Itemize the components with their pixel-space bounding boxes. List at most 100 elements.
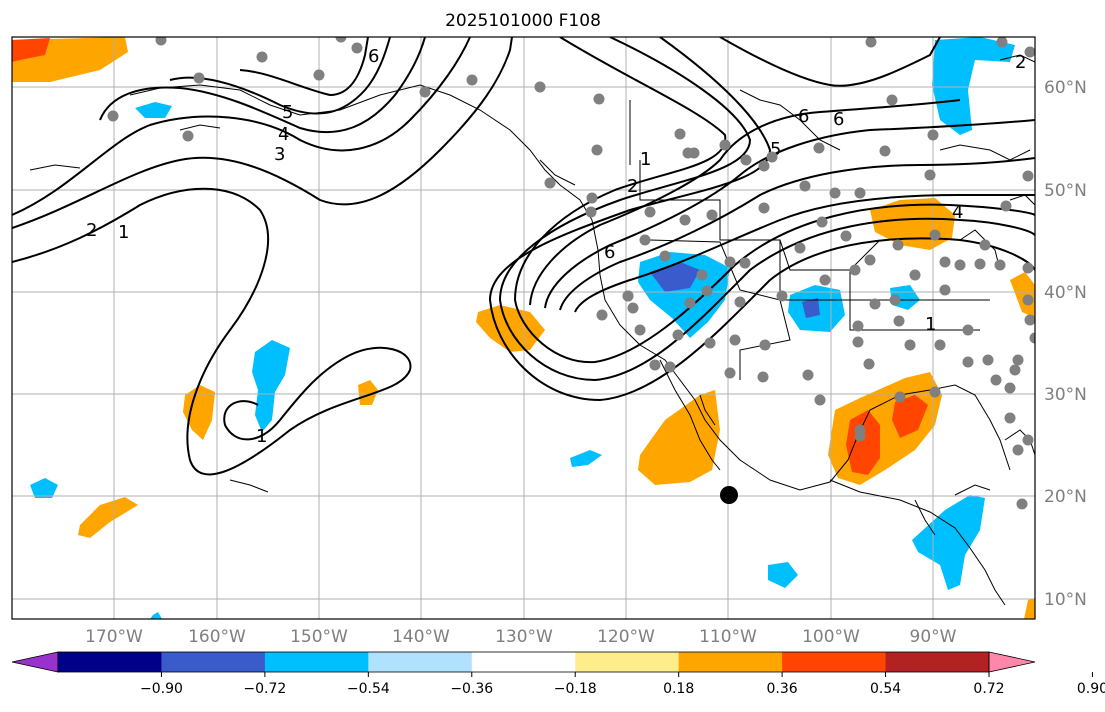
colorbar-extend-low [11, 651, 59, 673]
station-dot [596, 309, 608, 321]
station-dot [1004, 382, 1016, 394]
colorbar-frame [57, 651, 990, 673]
station-dot [990, 374, 1002, 386]
station-dot [1009, 364, 1021, 376]
station-dot [627, 302, 639, 314]
positive-anomaly-region [1024, 598, 1035, 619]
colorbar-extend-high [988, 651, 1036, 673]
station-dot [909, 269, 921, 281]
station-dot [1012, 354, 1024, 366]
station-dot [924, 169, 936, 181]
station-dot [586, 192, 598, 204]
station-dot [155, 37, 167, 46]
station-dot [672, 329, 684, 341]
positive-anomaly-region [78, 497, 138, 538]
strong-positive-region [12, 38, 50, 62]
station-dot [893, 315, 905, 327]
lat-label-10n: 10°N [1044, 590, 1087, 610]
station-dot [799, 180, 811, 192]
contour-line [12, 37, 513, 229]
lat-label-60n: 60°N [1044, 78, 1087, 98]
station-dot [335, 37, 347, 43]
colorbar-segment [575, 652, 680, 672]
station-dot [996, 37, 1008, 48]
station-dot [1016, 498, 1028, 510]
colorbar-segment [678, 652, 783, 672]
station-dot [1000, 200, 1012, 212]
colorbar-tick-label: −0.90 [140, 681, 183, 697]
colorbar-tick-label: −0.54 [347, 681, 390, 697]
contour-labels: 6 5 4 3 2 1 1 2 6 5 6 4 1 1 2 6 [86, 46, 1026, 447]
station-dot [982, 354, 994, 366]
contour-label: 6 [604, 242, 615, 263]
contour-line [513, 37, 1035, 364]
negative-anomaly-region [30, 478, 58, 498]
lon-label-140w: 140°W [392, 627, 450, 647]
station-dot [819, 274, 831, 286]
colorbar-tick-label: 0.72 [973, 681, 1004, 697]
contour-line [498, 37, 1035, 382]
contour-line [544, 119, 1035, 309]
contour-line [529, 99, 961, 306]
positive-anomaly-region [183, 385, 215, 440]
station-dot [664, 361, 676, 373]
station-dot [734, 296, 746, 308]
contour-label: 5 [282, 102, 293, 123]
colorbar-tick-label: −0.72 [243, 681, 286, 697]
station-dot [904, 339, 916, 351]
colorbar: −0.90 −0.72 −0.54 −0.36 −0.18 0.18 0.36 0.54 0.7… [11, 651, 1105, 697]
station-dot [894, 391, 906, 403]
station-dot [679, 214, 691, 226]
negative-anomaly-region [912, 495, 985, 590]
station-dot [869, 298, 881, 310]
station-dot [864, 254, 876, 266]
contour-label: 3 [274, 144, 285, 165]
colorbar-segment [471, 652, 576, 672]
station-dot [1004, 412, 1016, 424]
station-dot [852, 320, 864, 332]
positive-anomaly-region [1010, 272, 1035, 318]
strong-positive-region [846, 410, 880, 475]
contour-line [719, 37, 941, 87]
station-dot [419, 86, 431, 98]
negative-anomaly-region [252, 340, 290, 432]
station-dot [1022, 262, 1034, 274]
station-dot [849, 264, 861, 276]
station-dot [886, 94, 898, 106]
station-dot [962, 324, 974, 336]
station-dot [1024, 46, 1035, 58]
lon-label-150w: 150°W [290, 627, 348, 647]
station-dot [854, 187, 866, 199]
lat-label-50n: 50°N [1044, 181, 1087, 201]
station-dot [759, 339, 771, 351]
lat-label-20n: 20°N [1044, 487, 1087, 507]
contour-line [239, 37, 369, 97]
station-dot [739, 257, 751, 269]
station-dot [865, 37, 877, 48]
station-dot [979, 239, 991, 251]
colorbar-tick-label: 0.36 [767, 681, 798, 697]
lon-label-120w: 120°W [597, 627, 655, 647]
colorbar-segment [58, 652, 162, 672]
station-dot [939, 284, 951, 296]
contour-line [169, 37, 391, 115]
figure-title: 2025101000 F108 [445, 11, 601, 31]
lon-label-110w: 110°W [699, 627, 757, 647]
contour-label: 1 [256, 426, 267, 447]
station-dot [634, 324, 646, 336]
station-dot [729, 334, 741, 346]
station-dot [758, 202, 770, 214]
colorbar-tick-label: −0.18 [554, 681, 597, 697]
negative-anomaly-region [768, 562, 798, 588]
station-dot [696, 269, 708, 281]
station-dot [929, 229, 941, 241]
station-dot [706, 209, 718, 221]
station-dot [889, 294, 901, 306]
station-dot [934, 339, 946, 351]
station-dot [193, 72, 205, 84]
map-panel: 6 5 4 3 2 1 1 2 6 5 6 4 1 1 2 6 [11, 36, 1036, 620]
storm-center-marker [720, 486, 738, 504]
station-dot [863, 358, 875, 370]
station-dot [802, 369, 814, 381]
longitude-labels: 170°W 160°W 150°W 140°W 130°W 120°W 110°… [85, 627, 957, 647]
